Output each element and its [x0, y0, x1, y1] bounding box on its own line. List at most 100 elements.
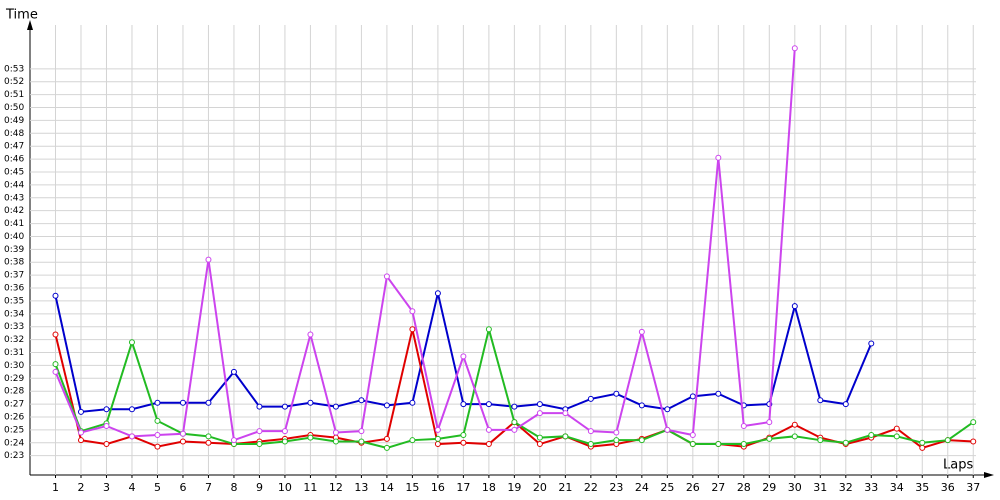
data-point [281, 428, 288, 435]
data-point [613, 437, 620, 444]
x-tick-label: 27 [711, 481, 725, 494]
data-point [460, 432, 467, 439]
grid: 0:23 0:24 0:25 0:26 0:27 0:28 0:29 0:30 0:31 0:32… [4, 25, 980, 494]
data-point [205, 256, 212, 263]
data-point [383, 402, 390, 409]
data-point [332, 403, 339, 410]
data-point [179, 399, 186, 406]
x-tick-label: 28 [737, 481, 751, 494]
data-point [715, 154, 722, 161]
y-tick-label: 0:43 [4, 193, 24, 203]
x-tick-label: 36 [941, 481, 955, 494]
y-tick-label: 0:53 [4, 64, 24, 74]
data-point [307, 434, 314, 441]
data-point [868, 340, 875, 347]
data-point [409, 399, 416, 406]
data-point [460, 439, 467, 446]
data-point [715, 441, 722, 448]
data-point [52, 361, 59, 368]
data-point [332, 429, 339, 436]
x-tick-label: 22 [584, 481, 598, 494]
data-point [766, 435, 773, 442]
data-point [230, 368, 237, 375]
y-tick-label: 0:37 [4, 271, 24, 281]
y-axis-arrow [27, 20, 33, 30]
x-axis-arrow [984, 472, 994, 478]
data-point [562, 433, 569, 440]
data-point [536, 441, 543, 448]
data-point [791, 45, 798, 52]
data-point [77, 437, 84, 444]
data-point [919, 444, 926, 451]
x-tick-label: 1 [52, 481, 59, 494]
data-point [970, 419, 977, 426]
y-tick-label: 0:31 [4, 348, 24, 358]
y-tick-label: 0:26 [4, 412, 24, 422]
data-point [842, 401, 849, 408]
data-point [460, 401, 467, 408]
data-point [944, 437, 951, 444]
x-tick-label: 21 [558, 481, 572, 494]
x-tick-label: 32 [839, 481, 853, 494]
x-tick-label: 12 [329, 481, 343, 494]
data-point [536, 410, 543, 417]
y-tick-label: 0:47 [4, 142, 24, 152]
data-point [868, 432, 875, 439]
data-point [536, 434, 543, 441]
data-point [791, 421, 798, 428]
x-tick-label: 11 [303, 481, 317, 494]
data-point [740, 423, 747, 430]
x-tick-label: 37 [966, 481, 980, 494]
data-point [103, 406, 110, 413]
x-tick-label: 29 [762, 481, 776, 494]
x-tick-label: 8 [230, 481, 237, 494]
data-point [434, 441, 441, 448]
data-point [409, 308, 416, 315]
x-tick-label: 16 [431, 481, 445, 494]
y-tick-label: 0:42 [4, 206, 24, 216]
x-tick-label: 4 [128, 481, 135, 494]
data-point [256, 428, 263, 435]
data-point [587, 428, 594, 435]
data-point [485, 441, 492, 448]
data-point [740, 441, 747, 448]
data-point [409, 437, 416, 444]
x-tick-label: 5 [154, 481, 161, 494]
y-tick-label: 0:25 [4, 425, 24, 435]
data-point [511, 403, 518, 410]
data-point [689, 432, 696, 439]
data-point [128, 339, 135, 346]
y-tick-label: 0:23 [4, 451, 24, 461]
x-tick-label: 18 [482, 481, 496, 494]
y-tick-label: 0:24 [4, 438, 24, 448]
data-point [281, 438, 288, 445]
y-tick-label: 0:44 [4, 180, 24, 190]
x-tick-label: 2 [77, 481, 84, 494]
data-point [256, 441, 263, 448]
data-point [715, 390, 722, 397]
y-tick-label: 0:39 [4, 245, 24, 255]
x-tick-label: 6 [179, 481, 186, 494]
x-tick-label: 25 [660, 481, 674, 494]
data-point [562, 410, 569, 417]
data-point [230, 437, 237, 444]
data-point [587, 395, 594, 402]
y-tick-label: 0:35 [4, 296, 24, 306]
x-tick-label: 20 [533, 481, 547, 494]
data-point [536, 401, 543, 408]
data-point [307, 331, 314, 338]
data-point [332, 438, 339, 445]
data-point [205, 433, 212, 440]
y-axis-title: Time [5, 8, 38, 23]
data-point [511, 419, 518, 426]
data-point [485, 426, 492, 433]
y-tick-label: 0:52 [4, 77, 24, 87]
data-point [154, 417, 161, 424]
data-point [52, 292, 59, 299]
x-tick-label: 23 [609, 481, 623, 494]
data-point [52, 331, 59, 338]
y-tick-label: 0:30 [4, 361, 24, 371]
data-point [689, 441, 696, 448]
data-point [281, 403, 288, 410]
